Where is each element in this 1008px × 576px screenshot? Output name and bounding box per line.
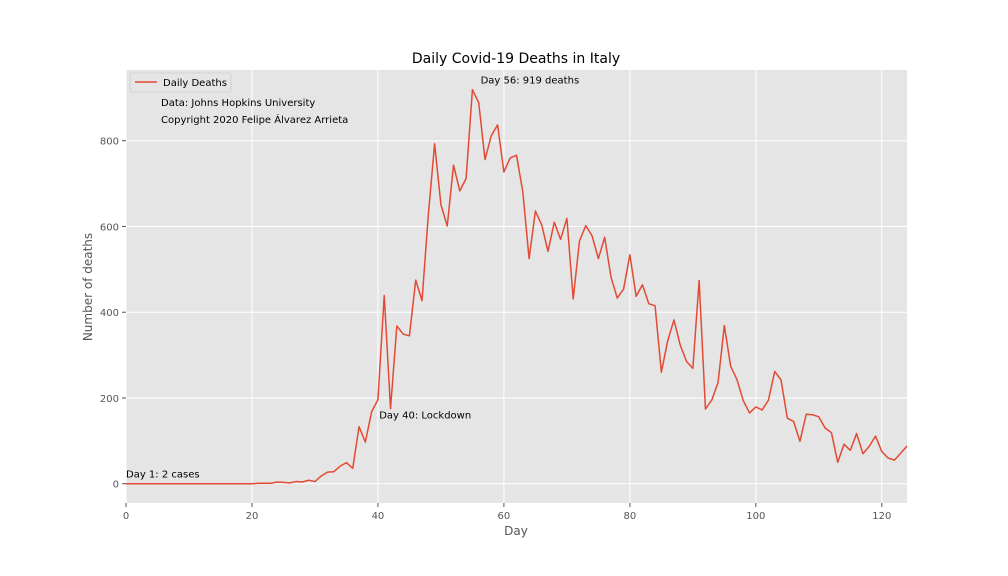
copyright-note: Copyright 2020 Felipe Álvarez Arrieta bbox=[161, 113, 348, 126]
y-tick-label: 200 bbox=[100, 394, 119, 405]
x-tick-label: 20 bbox=[246, 511, 259, 522]
data-source-note: Data: Johns Hopkins University bbox=[161, 98, 315, 109]
x-tick-label: 80 bbox=[624, 511, 637, 522]
plot-background bbox=[126, 70, 907, 503]
x-tick-label: 40 bbox=[372, 511, 385, 522]
annotation-label: Day 56: 919 deaths bbox=[481, 75, 580, 86]
annotation-label: Day 40: Lockdown bbox=[379, 411, 471, 422]
x-axis-label: Day bbox=[504, 524, 528, 538]
annotation-label: Day 1: 2 cases bbox=[126, 470, 200, 481]
y-axis-label: Number of deaths bbox=[81, 233, 95, 341]
annotations: Day 1: 2 cases Day 40: Lockdown Day 56: 91… bbox=[126, 75, 579, 480]
x-tick-label: 0 bbox=[123, 511, 129, 522]
y-tick-label: 0 bbox=[113, 480, 119, 491]
y-tick-label: 400 bbox=[100, 308, 119, 319]
legend-frame bbox=[129, 72, 232, 93]
plot-area: Day 1: 2 cases Day 40: Lockdown Day 56: 91… bbox=[125, 70, 908, 503]
axis-ticks: 0 20 40 60 80 100 120 0 200 400 600 800 bbox=[100, 137, 891, 522]
series-layer bbox=[126, 88, 908, 485]
x-tick-label: 60 bbox=[498, 511, 511, 522]
y-tick-label: 600 bbox=[100, 222, 119, 233]
y-tick-label: 800 bbox=[100, 137, 119, 148]
x-tick-label: 120 bbox=[872, 511, 891, 522]
legend-label: Daily Deaths bbox=[163, 78, 227, 89]
chart-title: Daily Covid-19 Deaths in Italy bbox=[412, 51, 620, 67]
series-line-daily-deaths bbox=[126, 88, 908, 485]
legend: Daily Deaths bbox=[129, 72, 232, 93]
x-tick-label: 100 bbox=[746, 511, 765, 522]
